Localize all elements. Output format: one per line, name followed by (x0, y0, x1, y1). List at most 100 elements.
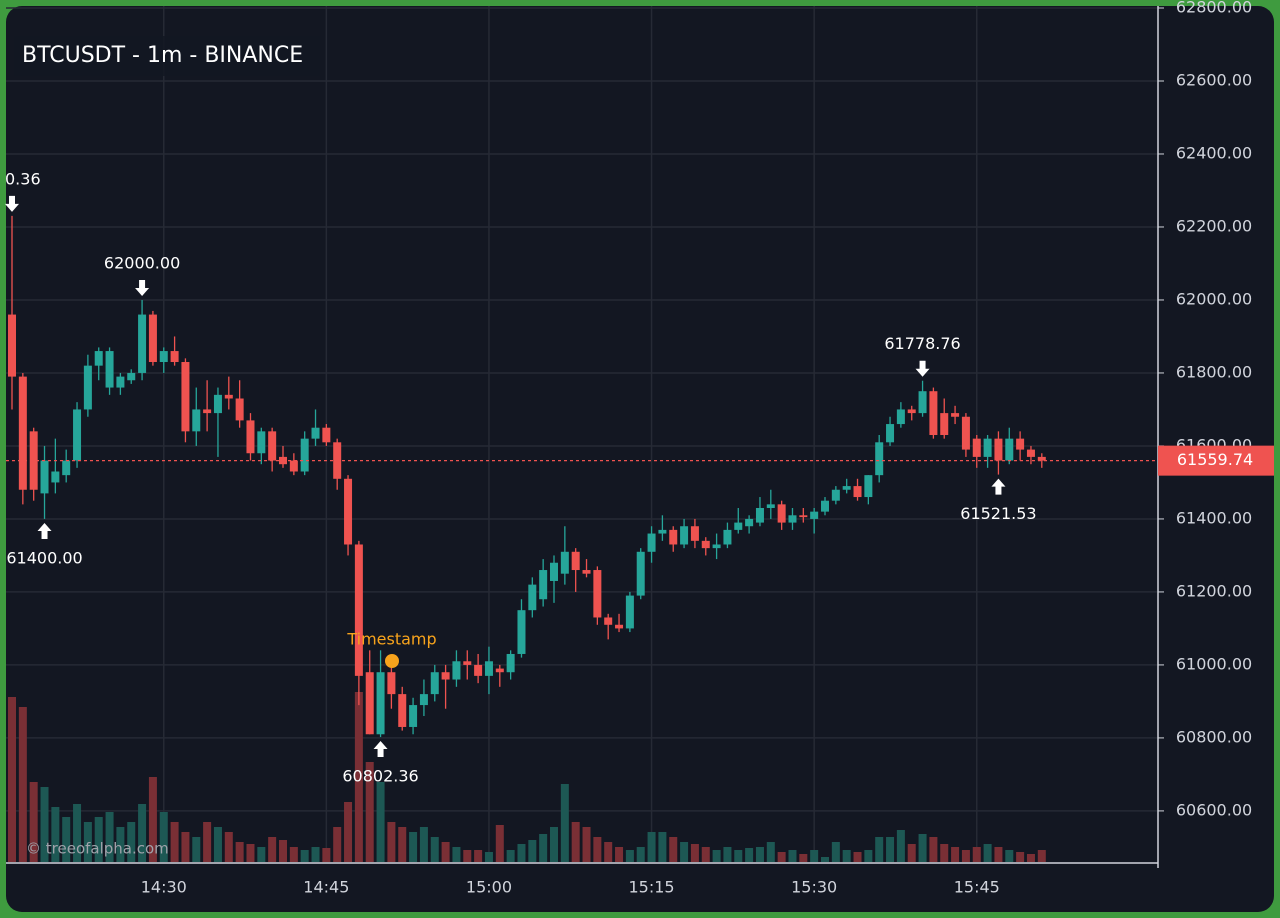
candle-body (170, 351, 179, 363)
volume-bar (94, 817, 103, 862)
volume-bar (300, 850, 309, 862)
volume-bar (907, 844, 916, 862)
marker-arrow (37, 522, 52, 539)
x-tick-label: 14:45 (303, 878, 349, 897)
volume-bar (73, 804, 82, 862)
volume-bar (810, 850, 819, 862)
y-tick-label: 62000.00 (1176, 289, 1252, 308)
candle-body (506, 653, 515, 673)
volume-bar (235, 842, 244, 862)
volume-bar (690, 844, 699, 862)
candle-body (354, 544, 363, 676)
volume-bar (994, 847, 1003, 862)
volume-bar (940, 844, 949, 862)
chart-title: BTCUSDT - 1m - BINANCE (22, 43, 303, 68)
candle-body (810, 511, 819, 519)
marker-arrow (5, 195, 19, 212)
volume-bar (517, 844, 526, 862)
volume-bar (279, 840, 287, 862)
candle-body (701, 540, 710, 549)
volume-bar (864, 850, 873, 862)
volume-bar (354, 692, 363, 862)
volume-bar (571, 822, 580, 862)
y-tick-label: 62400.00 (1176, 143, 1252, 162)
candle-body (853, 486, 862, 498)
volume-bar (127, 822, 136, 862)
candle-body (539, 570, 548, 600)
y-tick-label: 61000.00 (1176, 654, 1252, 673)
volume-bar (83, 822, 92, 862)
candle-body (322, 427, 331, 443)
volume-bar (159, 812, 168, 862)
candle-body (192, 409, 201, 432)
candle-body (289, 460, 298, 472)
volume-bar (484, 852, 493, 862)
candle-body (669, 529, 678, 545)
volume-bar (625, 850, 634, 862)
candle-body (560, 551, 569, 574)
volume-bar (8, 697, 16, 862)
high-label: 62000.00 (104, 253, 180, 272)
volume-bar (1005, 850, 1014, 862)
candle-body (51, 471, 60, 483)
volume-bar (745, 848, 754, 862)
volume-bar (615, 847, 624, 862)
candle-body (550, 562, 558, 581)
candle-body (907, 409, 916, 414)
volume-bar (289, 847, 298, 862)
candle-body (723, 529, 732, 545)
candle-body (712, 544, 721, 549)
volume-bar (441, 842, 450, 862)
x-tick-label: 14:30 (141, 878, 187, 897)
candle-body (788, 515, 797, 523)
candle-body (755, 507, 764, 523)
volume-bar (972, 847, 981, 862)
y-tick-label: 61800.00 (1176, 362, 1252, 381)
volume-bar (1026, 854, 1035, 862)
volume-bar (821, 857, 829, 862)
candle-body (582, 570, 591, 574)
volume-bar (853, 852, 862, 862)
candle-body (571, 551, 580, 571)
volume-bar (1037, 850, 1046, 862)
candle-body (680, 526, 689, 545)
candle-body (593, 570, 602, 618)
candle-body (235, 398, 244, 421)
volume-bar (799, 854, 808, 862)
candle-body (821, 500, 829, 512)
candle-body (799, 515, 808, 518)
candle-body (929, 391, 938, 435)
candle-body (148, 314, 157, 363)
volume-bar (257, 847, 266, 862)
candle-body (951, 413, 960, 417)
candle-body (94, 351, 103, 366)
volume-bar (170, 822, 179, 862)
candle-body (886, 424, 895, 443)
candle-body (398, 694, 407, 727)
volume-bar (311, 847, 320, 862)
candle-body (940, 413, 949, 435)
candle-body (62, 460, 71, 476)
last-price-label: 61559.74 (1177, 450, 1253, 469)
candle-body (452, 661, 461, 680)
volume-bar (268, 837, 277, 862)
low-label: 61400.00 (6, 548, 82, 567)
candle-body (365, 672, 374, 735)
volume-bar (896, 830, 905, 862)
candle-body (658, 529, 667, 534)
volume-bar (777, 852, 786, 862)
volume-bar (365, 762, 374, 862)
volume-bar (181, 832, 190, 862)
candle-body (831, 489, 840, 501)
candle-body (116, 376, 125, 388)
volume-bar (961, 850, 970, 862)
volume-bar (712, 850, 721, 862)
volume-bar (658, 832, 667, 862)
volume-bar (105, 812, 114, 862)
volume-bar (831, 842, 840, 862)
candle-body (18, 376, 27, 490)
volume-bar (788, 850, 797, 862)
candle-body (441, 672, 450, 680)
candle-body (994, 438, 1003, 461)
